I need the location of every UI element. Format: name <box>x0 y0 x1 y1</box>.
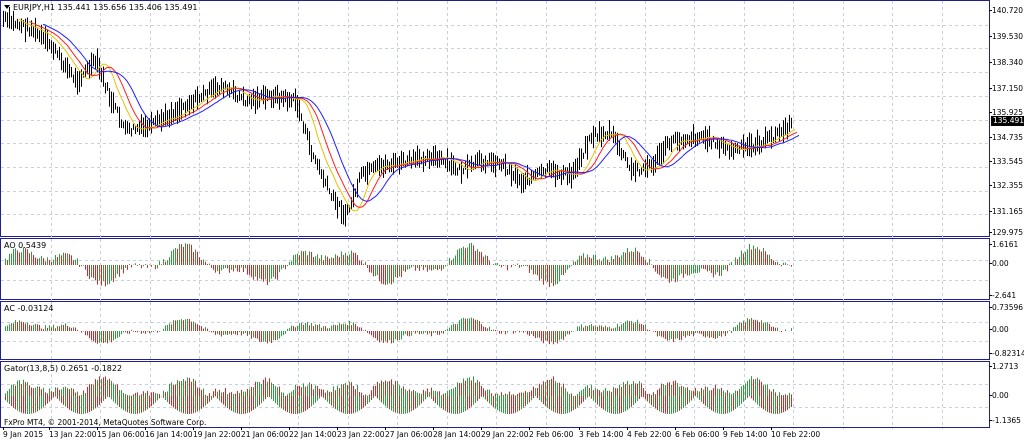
ac-tick: 0.73596 <box>988 303 1024 312</box>
time-tick: 28 Jan 14:00 <box>433 427 481 439</box>
price-tick: 133.545 <box>988 157 1024 166</box>
time-tick: 27 Jan 06:00 <box>385 427 433 439</box>
copyright-notice: FxPro MT4, © 2001-2014, MetaQuotes Softw… <box>4 418 207 427</box>
time-tick: 10 Feb 22:00 <box>771 427 821 439</box>
time-tick: 29 Jan 22:00 <box>481 427 529 439</box>
gator-tick: 1.2713 <box>988 362 1019 371</box>
time-tick: 9 Jan 2015 <box>3 427 44 439</box>
price-tick: 131.165 <box>988 207 1024 216</box>
current-price-tag: 135.491 <box>991 116 1024 126</box>
time-tick: 23 Jan 22:00 <box>337 427 385 439</box>
time-tick: 9 Feb 14:00 <box>723 427 768 439</box>
price-scale[interactable]: 140.720 139.530 138.340 137.150 135.925 … <box>988 0 1024 237</box>
gator-scale[interactable]: 1.2713 0.00 -1.1365 <box>988 361 1024 428</box>
ao-histogram[interactable] <box>1 239 991 301</box>
time-tick: 6 Feb 06:00 <box>675 427 720 439</box>
gator-histogram[interactable] <box>1 362 991 429</box>
ao-tick: 1.6161 <box>988 240 1019 249</box>
ao-scale[interactable]: 1.6161 0.00 -2.641 <box>988 238 1024 300</box>
price-tick: 138.340 <box>988 58 1024 67</box>
ao-tick: -2.641 <box>988 291 1017 300</box>
time-tick: 2 Feb 06:00 <box>529 427 574 439</box>
price-tick: 137.150 <box>988 84 1024 93</box>
price-tick: 135.925 <box>988 108 1024 117</box>
gator-tick: 0.00 <box>989 391 1009 400</box>
ao-title: AO 0.5439 <box>4 241 47 250</box>
time-tick: 4 Feb 22:00 <box>627 427 672 439</box>
ac-title: AC -0.03124 <box>4 304 54 313</box>
ac-indicator-pane[interactable] <box>0 301 991 361</box>
ac-tick: -0.82314 <box>989 349 1024 358</box>
ao-tick: 0.00 <box>989 259 1009 268</box>
price-tick: 140.720 <box>988 6 1024 15</box>
time-tick: 13 Jan 22:00 <box>49 427 97 439</box>
price-chart-title: EURJPY,H1 135.441 135.656 135.406 135.49… <box>4 3 198 12</box>
triangle-down-icon[interactable] <box>4 5 10 9</box>
price-tick: 132.355 <box>988 181 1024 190</box>
time-tick: 3 Feb 14:00 <box>579 427 624 439</box>
time-tick: 22 Jan 14:00 <box>289 427 337 439</box>
time-tick: 16 Jan 14:00 <box>145 427 193 439</box>
ac-histogram[interactable] <box>1 302 991 361</box>
time-tick: 15 Jan 06:00 <box>97 427 145 439</box>
gator-tick: -1.1365 <box>989 416 1021 425</box>
time-tick: 19 Jan 22:00 <box>193 427 241 439</box>
price-chart[interactable] <box>1 1 991 238</box>
price-tick: 139.530 <box>988 32 1024 41</box>
ao-indicator-pane[interactable] <box>0 238 991 301</box>
time-axis[interactable]: 9 Jan 2015 13 Jan 22:00 15 Jan 06:00 16 … <box>0 427 990 441</box>
price-chart-pane[interactable] <box>0 0 991 238</box>
gator-title: Gator(13,8,5) 0.2651 -0.1822 <box>4 364 123 373</box>
time-tick: 21 Jan 06:00 <box>241 427 289 439</box>
gator-indicator-pane[interactable] <box>0 361 991 429</box>
price-tick: 134.735 <box>988 133 1024 142</box>
price-tick: 129.975 <box>988 228 1024 237</box>
ac-tick: 0.00 <box>989 325 1009 334</box>
ac-scale[interactable]: 0.73596 0.00 -0.82314 <box>988 301 1024 360</box>
